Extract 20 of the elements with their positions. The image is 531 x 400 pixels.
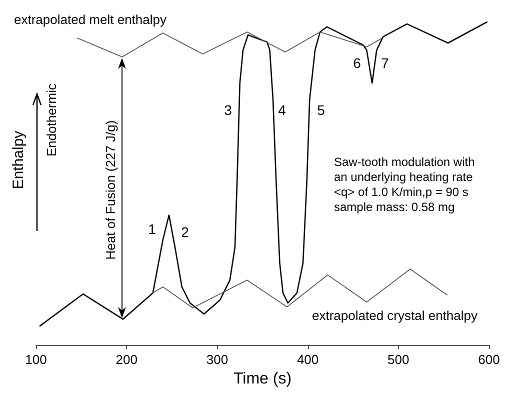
annotation: 3 [224, 102, 232, 118]
annotation: 6 [353, 55, 362, 71]
x-tick-label: 500 [388, 352, 410, 367]
x-tick-label: 600 [478, 352, 500, 367]
x-tick-label: 100 [25, 352, 47, 367]
annotation: extrapolated melt enthalpy [14, 12, 167, 27]
annotation: Heat of Fusion (227 J/g) [103, 120, 118, 260]
x-axis-title: Time (s) [233, 370, 292, 388]
annotation: 4 [278, 102, 286, 118]
annotation: Endothermic [44, 83, 59, 156]
x-tick-label: 200 [116, 352, 138, 367]
annotation: extrapolated crystal enthalpy [312, 308, 478, 323]
annotation: 1 [148, 221, 156, 237]
annotation: 7 [381, 55, 390, 71]
annotation: Saw-tooth modulation with an underlying heating rate <q> of 1.0 K/min,p = 90 s sample mass: 0.58 mg [334, 155, 475, 214]
x-tick-label: 300 [206, 352, 228, 367]
annotation: 2 [181, 224, 190, 240]
annotation: 5 [317, 102, 326, 118]
x-tick-label: 400 [296, 352, 319, 367]
y-axis-title: Enthalpy [10, 130, 27, 190]
